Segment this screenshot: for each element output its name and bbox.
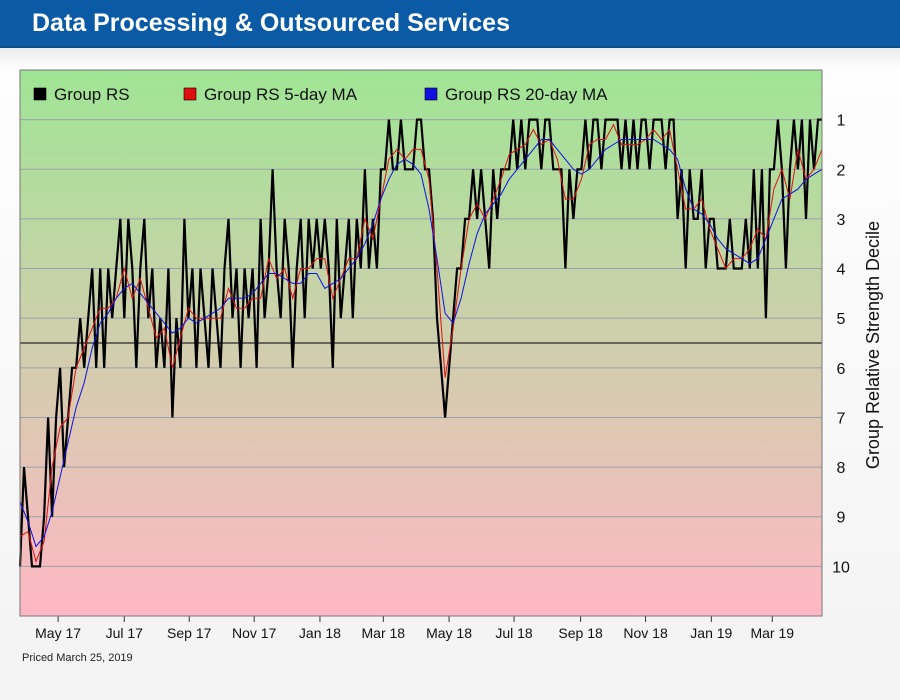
x-tick-label: Mar 18 [362, 625, 406, 641]
x-tick-label: Sep 17 [167, 625, 212, 641]
series-line-ma20 [19, 139, 823, 548]
x-tick-label: Nov 17 [232, 625, 277, 641]
y-tick-label: 8 [837, 460, 846, 477]
x-tick-label: Sep 18 [558, 625, 603, 641]
x-tick-label: Jan 19 [690, 625, 732, 641]
y-tick-label: 5 [837, 311, 846, 328]
x-tick-label: Jul 18 [495, 625, 533, 641]
plot-border [19, 69, 823, 617]
legend-label-ma5: Group RS 5-day MA [204, 85, 358, 104]
x-tick-label: May 17 [35, 625, 81, 641]
y-tick-label: 1 [837, 113, 846, 130]
legend-swatch-ma5 [183, 87, 197, 101]
series-line-rs [18, 118, 822, 568]
y-axis-label: Group Relative Strength Decile [863, 221, 883, 469]
y-tick-label: 9 [837, 510, 846, 527]
x-tick-label: May 18 [426, 625, 472, 641]
chart-header: Data Processing & Outsourced Services [0, 0, 900, 48]
legend-swatch-rs [33, 87, 47, 101]
y-tick-label: 2 [837, 162, 846, 179]
y-tick-label: 3 [837, 212, 846, 229]
series-line-ma5 [19, 123, 823, 563]
x-tick-label: Jan 18 [299, 625, 341, 641]
y-tick-label: 6 [837, 361, 846, 378]
priced-date: Priced March 25, 2019 [22, 652, 133, 664]
chart-title: Data Processing & Outsourced Services [32, 9, 510, 37]
y-tick-label: 10 [832, 559, 850, 576]
legend-label-ma20: Group RS 20-day MA [445, 85, 608, 104]
x-tick-label: Mar 19 [750, 625, 794, 641]
y-tick-label: 4 [837, 262, 846, 279]
header-shadow [0, 48, 900, 70]
x-tick-label: Jul 17 [106, 625, 144, 641]
legend-swatch-ma20 [424, 87, 438, 101]
x-tick-label: Nov 18 [623, 625, 668, 641]
legend-label-rs: Group RS [54, 85, 130, 104]
y-tick-label: 7 [837, 410, 846, 427]
